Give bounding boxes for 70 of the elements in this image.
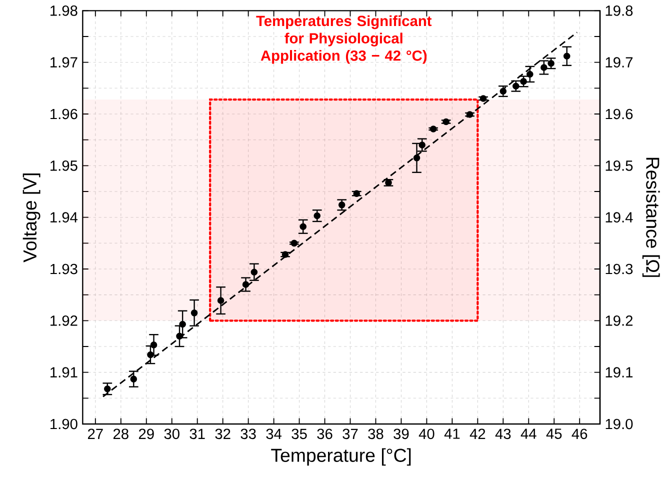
y2-tick-label: 19.0 <box>606 418 633 430</box>
point <box>150 342 158 349</box>
x-tick-label: 35 <box>292 428 307 440</box>
point <box>179 321 186 328</box>
y-tick-label: 1.96 <box>50 108 78 120</box>
point <box>540 64 548 72</box>
y2-tick-label: 19.5 <box>606 160 633 172</box>
x-tick-label: 28 <box>113 428 128 440</box>
x-tick-label: 38 <box>368 428 384 440</box>
x-tick-label: 36 <box>317 428 332 440</box>
x-tick-label: 45 <box>546 428 562 440</box>
point <box>282 251 289 258</box>
point <box>250 268 258 276</box>
x-tick-label: 31 <box>190 428 205 440</box>
y2-tick-label: 19.7 <box>606 57 633 68</box>
point <box>147 352 154 358</box>
point <box>548 60 554 67</box>
x-tick-label: 41 <box>444 428 460 439</box>
point <box>385 179 392 186</box>
x-tick-label: 33 <box>240 428 256 440</box>
y2-tick-label: 19.1 <box>606 367 633 378</box>
point <box>176 332 183 340</box>
x-tick-label: 43 <box>495 428 511 440</box>
x-tick-label: 44 <box>520 428 536 439</box>
point <box>104 386 111 392</box>
x-tick-label: 39 <box>394 428 409 440</box>
y2-tick-label: 19.2 <box>606 316 633 326</box>
x-axis-title: Temperature [°C] <box>271 448 411 466</box>
point <box>526 70 534 78</box>
point <box>413 154 420 162</box>
x-tick-label: 40 <box>418 428 434 440</box>
y2-tick-label: 19.6 <box>606 108 633 120</box>
y-tick-label: 1.94 <box>50 212 78 223</box>
y-tick-label: 1.97 <box>50 57 78 68</box>
x-tick-label: 30 <box>164 428 180 440</box>
point <box>217 297 224 304</box>
y-tick-label: 1.93 <box>50 264 78 274</box>
band-label: Temperatures Significant for Physiological Application (33 − 42 °C) <box>256 16 432 64</box>
x-tick-label: 37 <box>342 428 358 440</box>
point <box>300 223 307 230</box>
y-axis-title: Voltage [V] <box>22 174 40 263</box>
x-tick-label: 27 <box>88 428 103 440</box>
y-tick-label: 1.98 <box>50 6 78 16</box>
y-tick-label: 1.95 <box>50 160 78 172</box>
point <box>480 95 487 102</box>
point <box>290 240 298 247</box>
y2-tick-label: 19.4 <box>606 212 633 223</box>
x-tick-label: 32 <box>215 428 230 440</box>
x-tick-label: 46 <box>572 428 588 440</box>
x-tick-label: 34 <box>266 428 282 440</box>
point <box>500 88 507 95</box>
point <box>418 142 426 149</box>
x-tick-label: 29 <box>138 428 154 440</box>
point <box>314 212 321 220</box>
y2-tick-label: 19.8 <box>606 6 633 16</box>
y-tick-label: 1.92 <box>50 316 78 326</box>
point <box>442 118 450 126</box>
point <box>563 52 570 60</box>
point <box>130 376 138 383</box>
y2-tick-label: 19.3 <box>606 264 633 274</box>
y2-axis-title: Resistance [Ω] <box>642 158 660 278</box>
point <box>242 281 250 288</box>
x-tick-label: 42 <box>470 428 486 440</box>
y-tick-label: 1.91 <box>50 367 78 378</box>
point <box>190 310 198 316</box>
point <box>338 202 346 209</box>
point <box>466 111 474 118</box>
point <box>430 126 437 133</box>
point <box>353 190 360 198</box>
y-tick-label: 1.90 <box>50 418 78 430</box>
